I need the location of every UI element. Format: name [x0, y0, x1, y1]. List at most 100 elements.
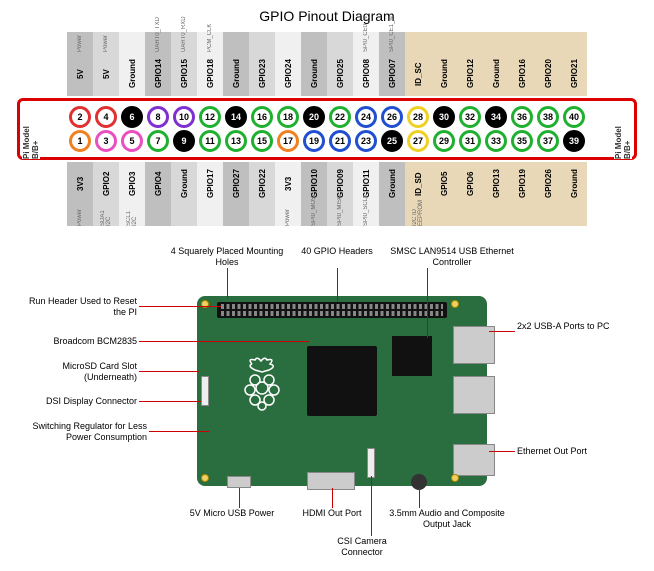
pin-label: GPIO20	[535, 32, 561, 96]
pin-9: 9	[173, 130, 195, 152]
pin-label: GPIO10SPI0_MOSI	[301, 162, 327, 226]
pin-19: 19	[303, 130, 325, 152]
callout-hdmi: HDMI Out Port	[287, 508, 377, 519]
pin-25: 25	[381, 130, 403, 152]
pin-11: 11	[199, 130, 221, 152]
pin-label: 3V3Power	[67, 162, 93, 226]
callout-dsi: DSI Display Connector	[17, 396, 137, 407]
ethernet-controller-chip	[392, 336, 432, 376]
pin-label: 3V3Power	[275, 162, 301, 226]
pin-31: 31	[459, 130, 481, 152]
pin-14: 14	[225, 106, 247, 128]
bottom-labels-row: 3V3PowerGPIO2SDA1 I2CGPIO3SCL1 I2CGPIO4G…	[17, 162, 637, 226]
callout-gpio-header: 40 GPIO Headers	[297, 246, 377, 257]
pin-17: 17	[277, 130, 299, 152]
pin-29: 29	[433, 130, 455, 152]
pin-label: PCM_CLKGPIO18	[197, 32, 223, 96]
pin-27: 27	[407, 130, 429, 152]
pin-label: GPIO09SPI0_MISO	[327, 162, 353, 226]
pin-1: 1	[69, 130, 91, 152]
pin-label: Ground	[431, 32, 457, 96]
csi-connector	[367, 448, 375, 478]
pin-label: SPI0_CE0_NGPIO08	[353, 32, 379, 96]
pin-label: ID_SC	[405, 32, 431, 96]
pin-label: GPIO13	[483, 162, 509, 226]
ethernet-port	[453, 444, 495, 476]
callout-bcm: Broadcom BCM2835	[17, 336, 137, 347]
pin-label: GPIO3SCL1 I2C	[119, 162, 145, 226]
pin-label: GPIO26	[535, 162, 561, 226]
pin-label: GPIO6	[457, 162, 483, 226]
usb-port-bottom	[453, 376, 495, 414]
pin-label: Ground	[483, 32, 509, 96]
pin-grid: Pi Model B/B+ Pi Model B/B+ 246810121416…	[17, 98, 637, 160]
mounting-hole	[201, 474, 209, 482]
callout-run-header: Run Header Used to Reset the PI	[17, 296, 137, 318]
pin-7: 7	[147, 130, 169, 152]
pin-label: GPIO19	[509, 162, 535, 226]
pin-20: 20	[303, 106, 325, 128]
top-labels-row: Power5VPower5VGroundUART0_TXDGPIO14UART0…	[17, 32, 637, 96]
pin-label: GPIO24	[275, 32, 301, 96]
pin-30: 30	[433, 106, 455, 128]
pin-label: GPIO23	[249, 32, 275, 96]
pcb	[197, 296, 487, 486]
callout-audio: 3.5mm Audio and Composite Output Jack	[387, 508, 507, 530]
pin-12: 12	[199, 106, 221, 128]
pin-2: 2	[69, 106, 91, 128]
pin-15: 15	[251, 130, 273, 152]
pin-label: GPIO2SDA1 I2C	[93, 162, 119, 226]
callout-mounting: 4 Squarely Placed Mounting Holes	[167, 246, 287, 268]
pin-4: 4	[95, 106, 117, 128]
callout-regulator: Switching Regulator for Less Power Consu…	[17, 421, 147, 443]
bottom-pin-row: 13579111315171921232527293133353739	[20, 129, 634, 153]
pin-label: GPIO27	[223, 162, 249, 226]
pin-6: 6	[121, 106, 143, 128]
pin-18: 18	[277, 106, 299, 128]
pin-label: Power5V	[67, 32, 93, 96]
raspberry-logo	[237, 356, 287, 411]
pin-33: 33	[485, 130, 507, 152]
pin-24: 24	[355, 106, 377, 128]
callout-smsc: SMSC LAN9514 USB Ethernet Controller	[387, 246, 517, 268]
pin-16: 16	[251, 106, 273, 128]
micro-usb-port	[227, 476, 251, 488]
pin-39: 39	[563, 130, 585, 152]
pin-label: Ground	[561, 162, 587, 226]
pin-3: 3	[95, 130, 117, 152]
pin-22: 22	[329, 106, 351, 128]
pin-36: 36	[511, 106, 533, 128]
callout-ethernet: Ethernet Out Port	[517, 446, 627, 457]
pin-label: UART0_RXDGPIO15	[171, 32, 197, 96]
hdmi-port	[307, 472, 355, 490]
pin-label: Power5V	[93, 32, 119, 96]
pin-26: 26	[381, 106, 403, 128]
pin-label: ID_SDI2C ID EEPROM	[405, 162, 431, 226]
pin-label: Ground	[223, 32, 249, 96]
board-diagram: 4 Squarely Placed Mounting Holes 40 GPIO…	[17, 246, 637, 566]
diagram-title: GPIO Pinout Diagram	[0, 0, 654, 32]
pin-label: SPI0_CE1_NGPIO07	[379, 32, 405, 96]
dsi-connector	[201, 376, 209, 406]
pin-label: GPIO16	[509, 32, 535, 96]
pin-32: 32	[459, 106, 481, 128]
pin-label: Ground	[379, 162, 405, 226]
soc-chip	[307, 346, 377, 416]
pin-34: 34	[485, 106, 507, 128]
gpio-header-strip	[217, 302, 447, 318]
pin-13: 13	[225, 130, 247, 152]
model-label-left: Pi Model B/B+	[22, 109, 40, 159]
pin-label: GPIO17	[197, 162, 223, 226]
pin-label: Ground	[171, 162, 197, 226]
pin-37: 37	[537, 130, 559, 152]
model-label-right: Pi Model B/B+	[614, 109, 632, 159]
callout-usb5v: 5V Micro USB Power	[187, 508, 277, 519]
pin-label: GPIO5	[431, 162, 457, 226]
mounting-hole	[451, 474, 459, 482]
pin-10: 10	[173, 106, 195, 128]
pin-label: GPIO11SPI0_SCLK	[353, 162, 379, 226]
callout-microsd: MicroSD Card Slot (Underneath)	[17, 361, 137, 383]
pin-label: GPIO25	[327, 32, 353, 96]
pin-28: 28	[407, 106, 429, 128]
pin-8: 8	[147, 106, 169, 128]
